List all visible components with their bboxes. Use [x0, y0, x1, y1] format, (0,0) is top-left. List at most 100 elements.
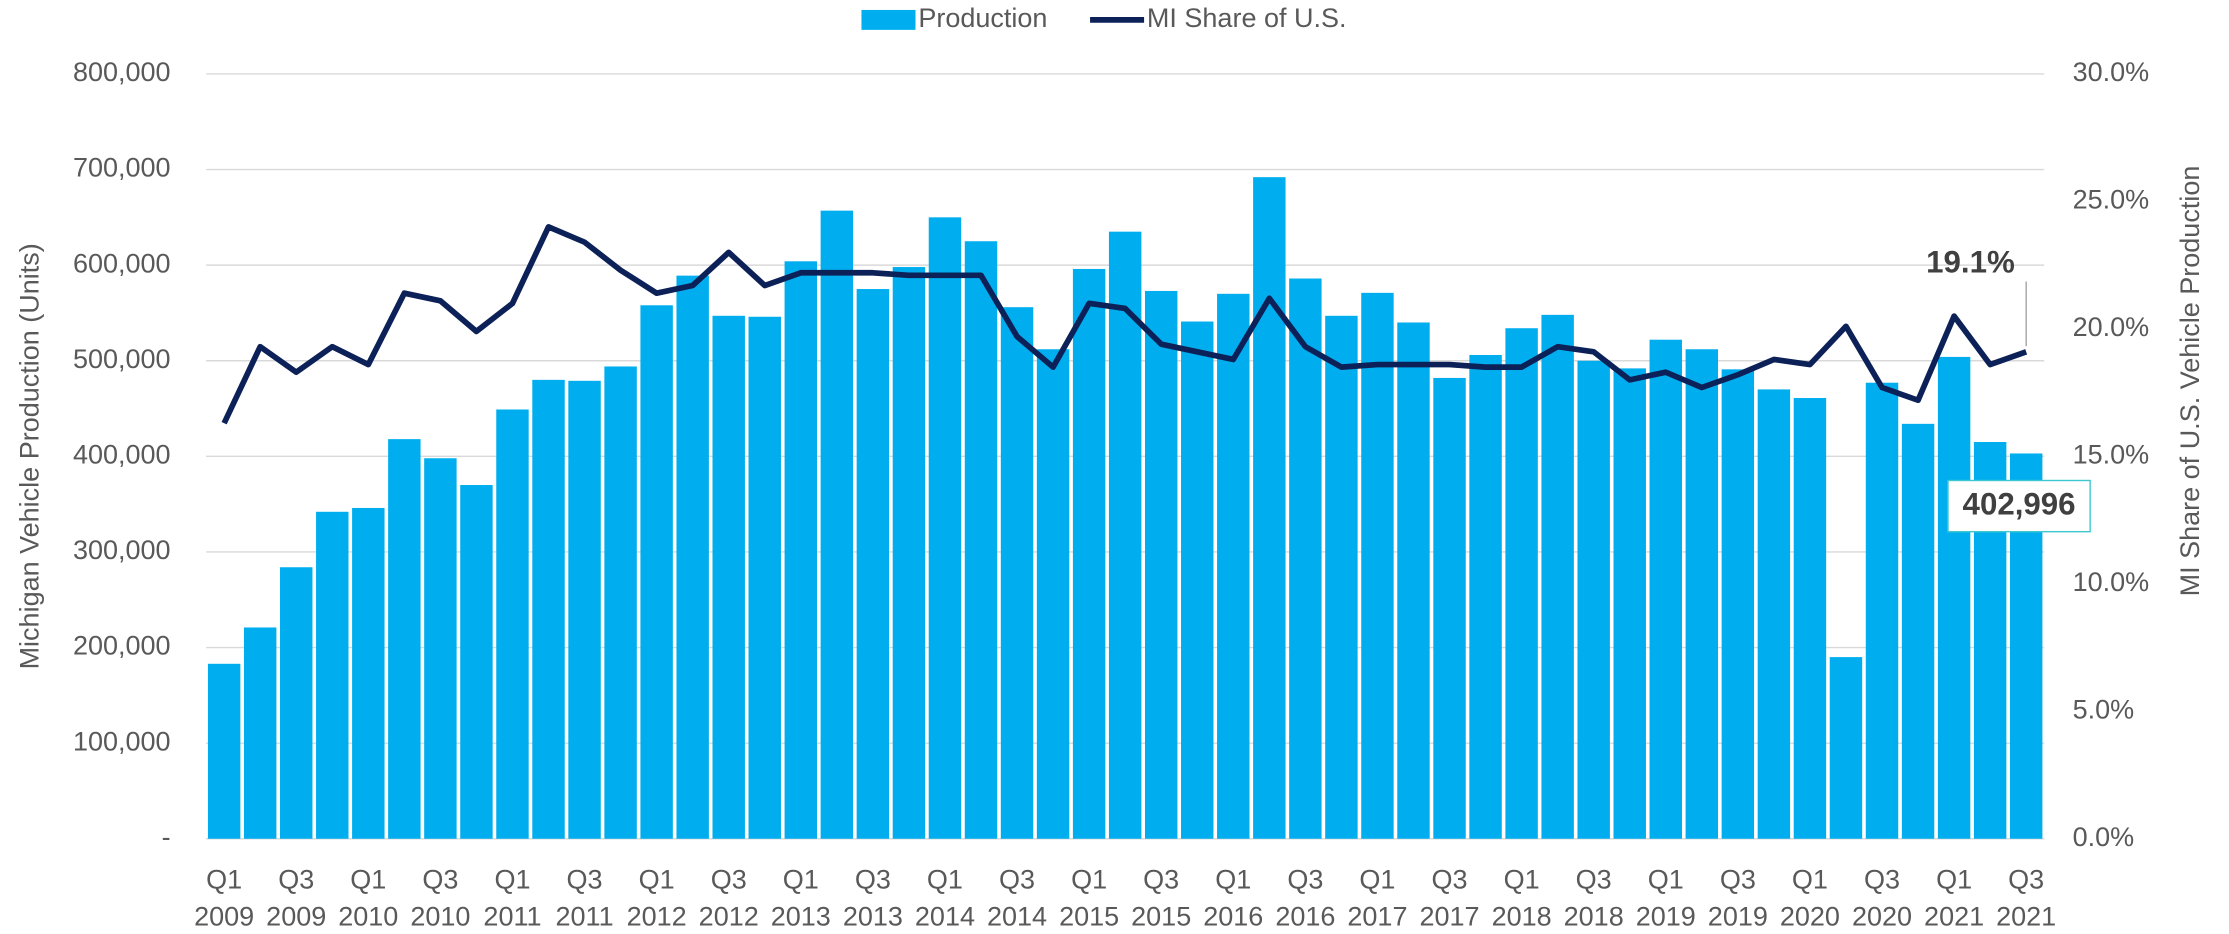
x-tick-label: 2011 — [483, 902, 541, 932]
bar — [1000, 307, 1034, 839]
bar — [1181, 321, 1214, 839]
bar — [280, 567, 313, 839]
bar — [676, 275, 709, 839]
y-tick-label: 500,000 — [73, 344, 171, 374]
x-tick-label: Q3 — [1287, 865, 1323, 895]
y-tick-label: 400,000 — [73, 439, 171, 469]
bar — [1217, 293, 1250, 839]
x-tick-label: Q3 — [999, 865, 1035, 895]
y2-tick-label: 15.0% — [2073, 439, 2150, 469]
bar — [712, 315, 745, 839]
x-tick-label: 2017 — [1347, 902, 1407, 932]
bar — [640, 305, 673, 839]
x-tick-label: 2014 — [987, 902, 1047, 932]
bar — [964, 241, 998, 839]
x-tick-label: 2013 — [843, 902, 903, 932]
x-tick-label: Q1 — [1215, 865, 1251, 895]
label-box — [1947, 479, 2091, 533]
bar — [748, 316, 781, 839]
x-tick-label: 2021 — [1996, 902, 2056, 932]
bar — [1072, 268, 1106, 839]
bar — [568, 380, 601, 839]
bar — [1721, 369, 1755, 839]
bar — [460, 485, 493, 839]
x-tick-label: 2010 — [338, 902, 398, 932]
x-tick-label: 2018 — [1492, 902, 1552, 932]
x-tick-label: Q3 — [567, 865, 603, 895]
x-tick-label: Q1 — [1504, 865, 1540, 895]
y-tick-label: 600,000 — [73, 248, 171, 278]
x-tick-label: 2012 — [699, 902, 759, 932]
x-tick-label: 2017 — [1419, 902, 1479, 932]
bar — [1325, 315, 1358, 839]
x-tick-label: Q1 — [1936, 865, 1972, 895]
x-tick-label: Q3 — [711, 865, 747, 895]
x-tick-label: 2020 — [1852, 902, 1912, 932]
bar — [1108, 231, 1142, 839]
x-tick-label: Q3 — [1143, 865, 1179, 895]
x-tick-label: 2019 — [1636, 902, 1696, 932]
x-tick-label: Q3 — [1720, 865, 1756, 895]
x-tick-label: 2019 — [1708, 902, 1768, 932]
x-tick-label: Q1 — [1792, 865, 1828, 895]
x-tick-label: Q1 — [494, 865, 530, 895]
bar — [1397, 322, 1430, 839]
x-tick-label: 2015 — [1131, 902, 1191, 932]
bar — [1649, 339, 1682, 839]
bar — [1433, 377, 1466, 839]
x-tick-label: Q1 — [639, 865, 675, 895]
x-tick-label: Q3 — [2008, 865, 2044, 895]
x-tick-label: Q1 — [350, 865, 386, 895]
y2-tick-label: 0.0% — [2073, 822, 2135, 852]
data-label: 402,996 — [1963, 486, 2076, 521]
data-label: 19.1% — [1926, 245, 2015, 280]
bar — [1541, 314, 1574, 839]
bar — [928, 217, 962, 839]
bar — [820, 210, 854, 839]
y2-tick-label: 25.0% — [2073, 185, 2150, 215]
y2-axis-title: MI Share of U.S. Vehicle Production — [2175, 166, 2205, 597]
bar — [316, 511, 349, 839]
x-tick-label: 2015 — [1059, 902, 1119, 932]
x-tick-label: Q1 — [206, 865, 242, 895]
bar — [1829, 657, 1863, 839]
x-tick-label: Q3 — [278, 865, 314, 895]
bar — [388, 439, 421, 839]
y2-tick-label: 30.0% — [2073, 57, 2150, 87]
legend-label: Production — [918, 3, 1047, 33]
x-tick-label: 2016 — [1203, 902, 1263, 932]
bar — [1613, 368, 1646, 839]
bar — [424, 458, 457, 839]
x-tick-label: 2012 — [627, 902, 687, 932]
bar — [1036, 349, 1070, 839]
bar — [1469, 354, 1502, 839]
x-tick-label: 2020 — [1780, 902, 1840, 932]
x-tick-label: Q1 — [783, 865, 819, 895]
x-tick-label: 2009 — [266, 902, 326, 932]
x-tick-label: 2018 — [1564, 902, 1624, 932]
legend-swatch — [861, 9, 916, 30]
bar — [892, 267, 926, 839]
y-tick-label: 800,000 — [73, 57, 171, 87]
bar — [604, 366, 637, 839]
x-tick-label: Q1 — [927, 865, 963, 895]
y-tick-label: 100,000 — [73, 726, 171, 756]
x-tick-label: Q3 — [855, 865, 891, 895]
y2-tick-label: 20.0% — [2073, 312, 2150, 342]
bar — [1289, 278, 1322, 839]
bar — [784, 261, 818, 839]
y-axis-title: Michigan Vehicle Production (Units) — [14, 243, 44, 669]
bar — [1505, 328, 1538, 839]
x-tick-label: 2010 — [410, 902, 470, 932]
x-tick-label: 2013 — [771, 902, 831, 932]
x-tick-label: 2011 — [556, 902, 614, 932]
y2-tick-label: 10.0% — [2073, 567, 2150, 597]
bar — [1865, 382, 1899, 839]
x-tick-label: 2021 — [1924, 902, 1984, 932]
bar — [243, 627, 277, 839]
x-tick-label: Q1 — [1648, 865, 1684, 895]
y-tick-label: 700,000 — [73, 153, 171, 183]
x-tick-label: Q3 — [422, 865, 458, 895]
bar — [496, 409, 529, 839]
